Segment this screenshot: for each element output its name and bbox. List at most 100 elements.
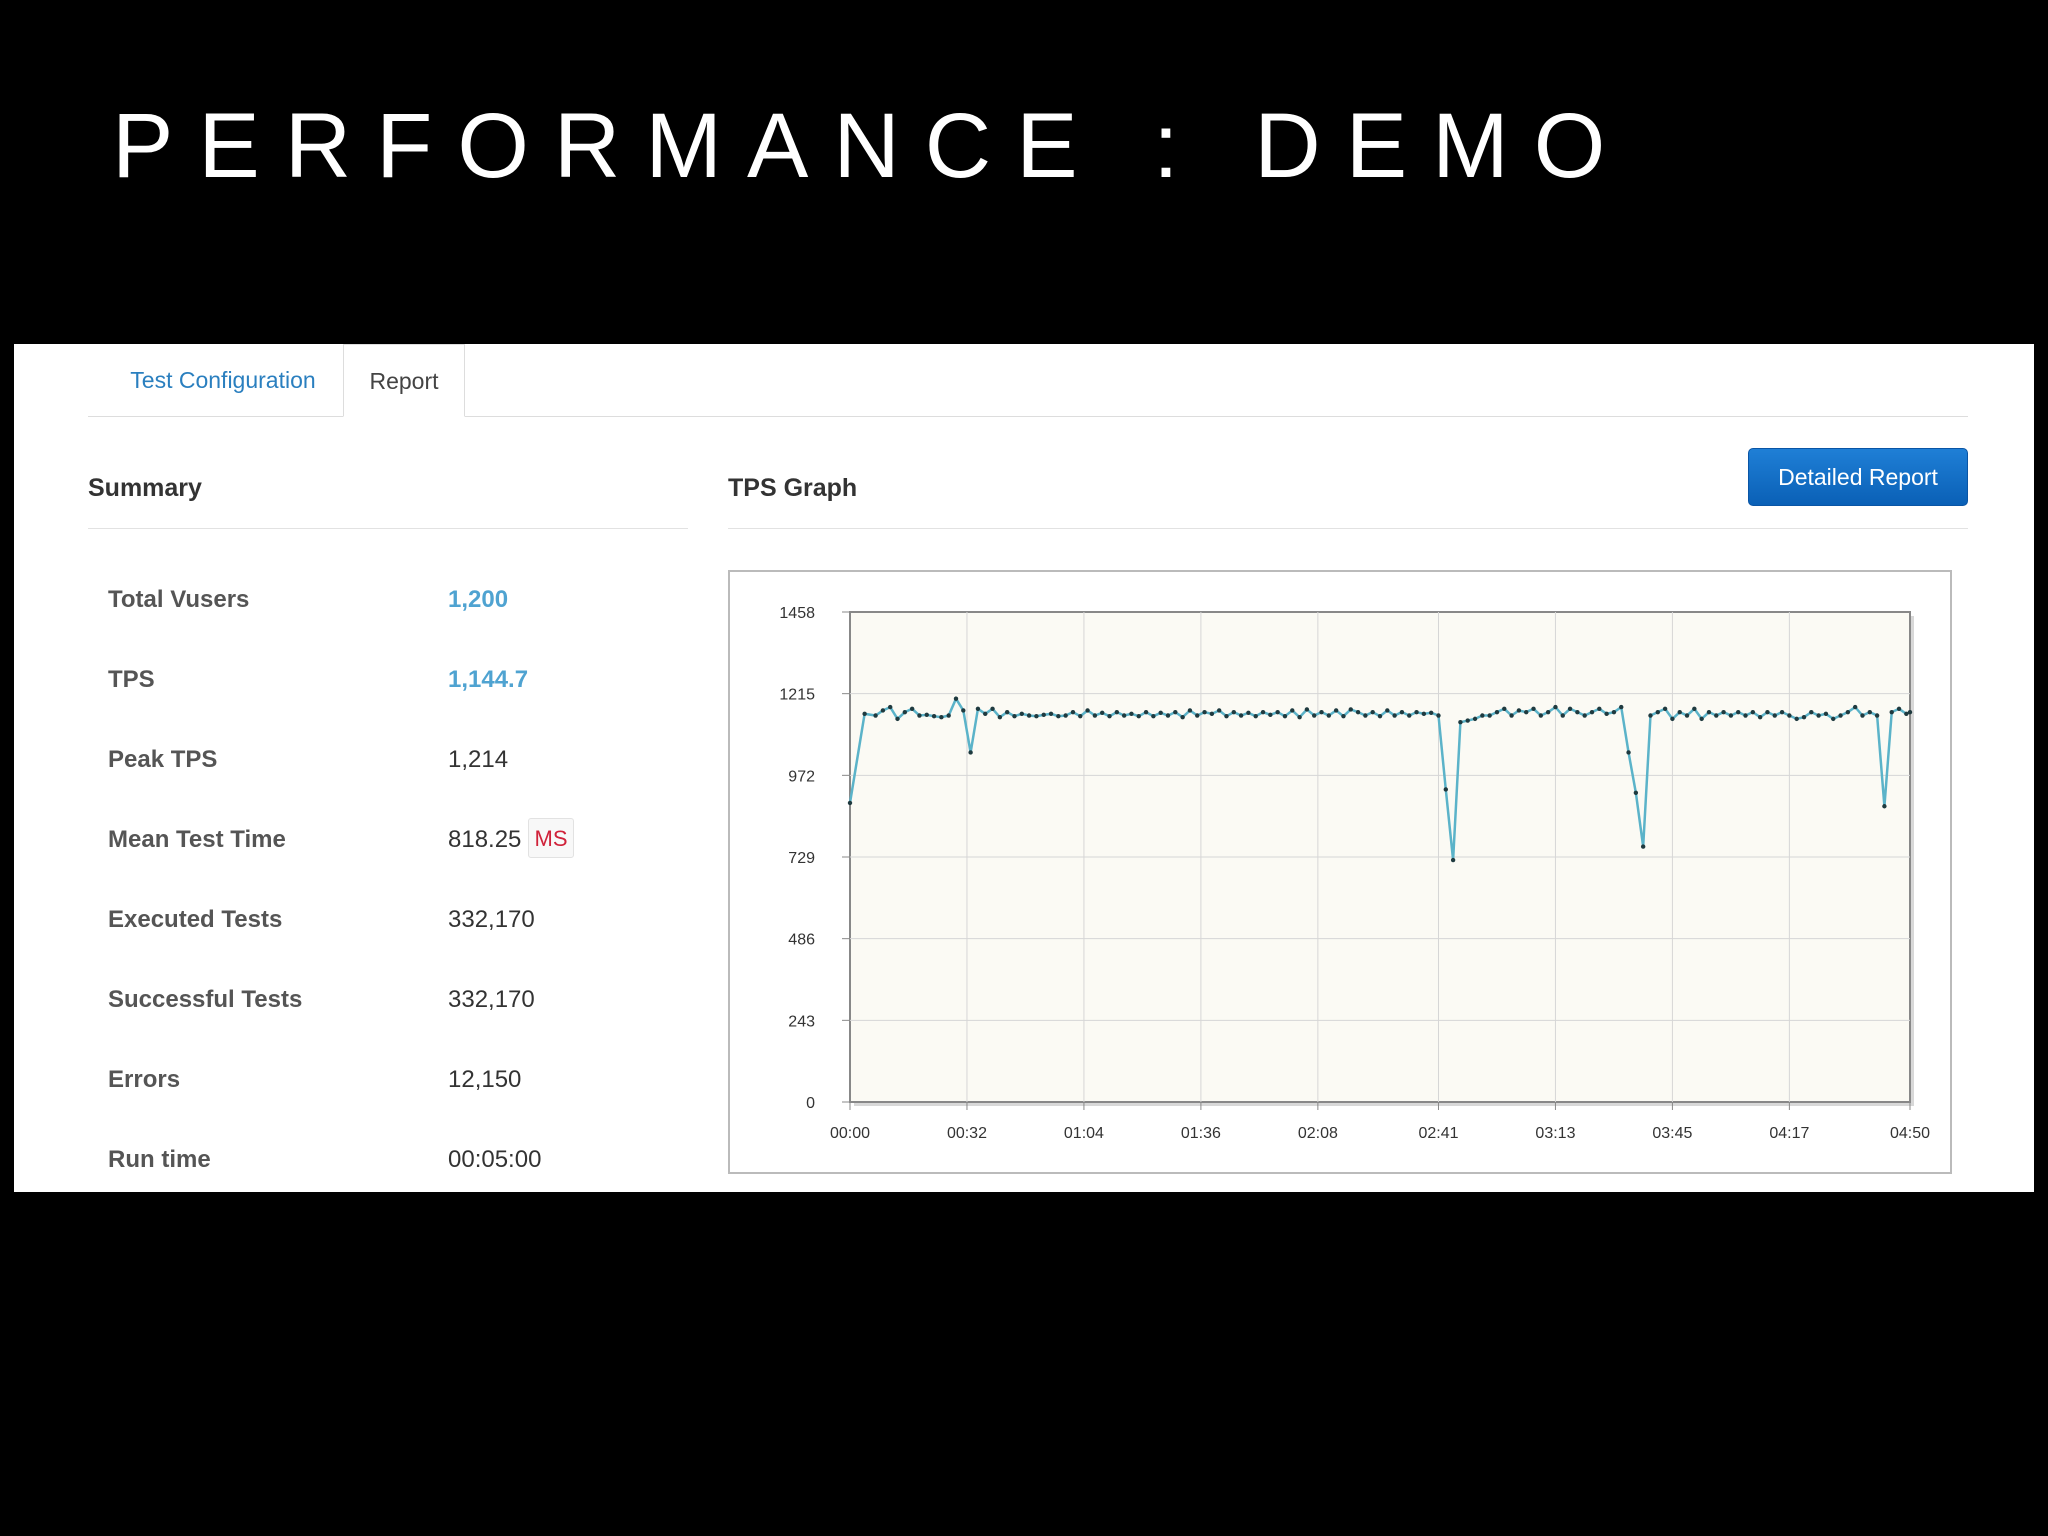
tps-data-point (1290, 708, 1295, 713)
tps-data-point (1012, 713, 1017, 719)
report-panel: Test Configuration Report Summary TPS Gr… (14, 344, 2034, 1192)
tps-data-point (1370, 709, 1375, 715)
tps-data-point (1341, 713, 1346, 719)
tps-data-point (1589, 709, 1595, 715)
tps-data-point (1626, 750, 1631, 755)
tps-data-point (953, 696, 959, 701)
tps-data-point (1524, 709, 1529, 715)
tps-data-point (1619, 704, 1624, 710)
tps-data-point (1238, 713, 1244, 718)
tps-data-point (1195, 713, 1200, 718)
tps-data-point (888, 704, 893, 710)
y-tick-label: 972 (788, 768, 815, 785)
tps-data-point (1268, 712, 1273, 718)
tps-data-point (1253, 713, 1258, 719)
tps-data-point (1852, 704, 1858, 710)
x-tick-label: 03:45 (1652, 1125, 1692, 1142)
tps-data-point (1319, 709, 1324, 715)
tps-data-point (880, 708, 886, 713)
tps-data-point (1699, 716, 1704, 722)
stat-label-errors: Errors (108, 1066, 181, 1093)
tps-data-point (983, 711, 988, 717)
tps-data-point (1465, 718, 1470, 723)
x-tick-label: 00:00 (830, 1125, 870, 1142)
tps-data-point (1874, 713, 1880, 718)
tps-data-point (1560, 713, 1565, 718)
tps-data-point (1867, 709, 1872, 715)
tps-data-point (862, 711, 867, 717)
tps-data-point (1041, 712, 1046, 718)
tps-chart-svg: 0 243 486 729 972 1215 1458 00:00 00:32 01:04 01:3… (779, 605, 1930, 1142)
tps-data-point (1443, 787, 1448, 792)
tps-data-point (1838, 713, 1843, 718)
stat-label-tps: TPS (108, 666, 155, 693)
tps-data-point (1180, 714, 1185, 720)
tps-data-point (1757, 714, 1763, 720)
tps-data-point (1604, 711, 1609, 717)
y-tick-label: 486 (788, 932, 815, 949)
tps-data-point (1224, 713, 1229, 719)
x-tick-label: 02:08 (1298, 1125, 1338, 1142)
detailed-report-button[interactable]: Detailed Report (1748, 448, 1968, 506)
tps-data-point (1121, 713, 1127, 718)
tps-data-point (1260, 709, 1266, 715)
tps-data-point (1597, 706, 1602, 711)
stat-label-successful-tests: Successful Tests (108, 986, 303, 1013)
tps-data-point (931, 713, 937, 719)
tps-data-point (917, 713, 922, 718)
tps-data-point (1816, 713, 1821, 718)
tps-data-point (975, 706, 981, 711)
tab-test-configuration[interactable]: Test Configuration (130, 367, 316, 393)
tps-data-point (1407, 713, 1412, 718)
tps-data-point (1670, 716, 1675, 722)
tps-data-point (1633, 790, 1639, 796)
tps-data-point (1107, 713, 1112, 719)
tps-data-point (1728, 713, 1734, 718)
tps-data-point (1582, 713, 1587, 718)
tps-data-point (1231, 709, 1236, 715)
tps-data-point (1772, 713, 1777, 718)
tps-data-point (1385, 708, 1390, 713)
x-tick-label: 01:04 (1064, 1125, 1104, 1142)
tps-data-point (1882, 804, 1887, 809)
tps-data-point (1494, 709, 1500, 715)
stat-value-errors: 12,150 (448, 1066, 522, 1093)
tps-data-point (1736, 709, 1741, 715)
tps-data-point (1472, 716, 1478, 722)
tab-bar-divider (88, 416, 1968, 417)
stat-label-total-vusers: Total Vusers (108, 586, 250, 613)
tps-data-point (1165, 713, 1171, 718)
summary-divider (88, 528, 688, 529)
stat-value-run-time: 00:05:00 (448, 1146, 542, 1173)
y-tick-label: 243 (788, 1013, 815, 1030)
tps-data-point (1187, 708, 1193, 713)
tps-data-point (1114, 709, 1120, 715)
tps-data-point (1158, 710, 1163, 716)
tps-data-point (1173, 709, 1178, 715)
stat-label-peak-tps: Peak TPS (108, 746, 218, 773)
tps-data-point (1100, 710, 1105, 716)
tps-data-point (1611, 709, 1617, 715)
tps-data-point (895, 716, 900, 722)
tps-data-point (1092, 713, 1098, 718)
tps-data-point (946, 713, 951, 718)
tps-data-point (1509, 713, 1514, 718)
tps-data-point (1779, 709, 1785, 715)
tps-data-point (1896, 706, 1902, 711)
tps-data-point (1677, 709, 1682, 715)
tps-data-point (939, 714, 944, 720)
tps-data-point (1480, 713, 1485, 718)
tps-data-point (1129, 711, 1134, 717)
tps-data-point (961, 708, 966, 713)
stat-value-total-vusers: 1,200 (448, 586, 509, 613)
tps-data-point (1304, 707, 1310, 712)
graph-divider (728, 528, 1968, 529)
tps-data-point (1421, 711, 1427, 717)
tps-data-point (1048, 711, 1054, 717)
tps-data-point (1809, 709, 1814, 715)
tps-data-point (902, 709, 908, 715)
slide-title: PERFORMANCE : DEMO (112, 95, 1631, 197)
stat-value-mean-test-time: 818.25 (448, 826, 522, 853)
tps-data-point (1056, 713, 1061, 719)
tab-report[interactable]: Report (343, 344, 465, 417)
